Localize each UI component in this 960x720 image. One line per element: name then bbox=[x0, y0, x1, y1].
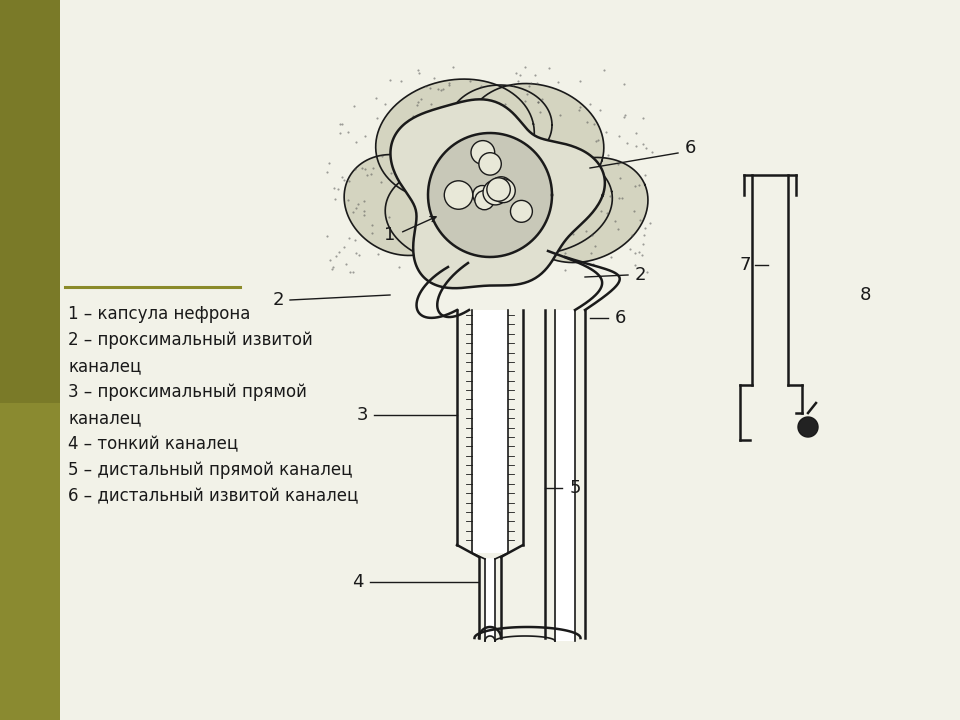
Circle shape bbox=[798, 417, 818, 437]
Bar bbox=[0, 0, 60, 403]
Text: 6 – дистальный извитой каналец: 6 – дистальный извитой каналец bbox=[68, 487, 358, 505]
Text: 5 – дистальный прямой каналец: 5 – дистальный прямой каналец bbox=[68, 461, 352, 479]
Text: 1 – капсула нефрона: 1 – капсула нефрона bbox=[68, 305, 251, 323]
Text: 2: 2 bbox=[635, 266, 646, 284]
Circle shape bbox=[471, 140, 494, 164]
Text: 7: 7 bbox=[739, 256, 751, 274]
Circle shape bbox=[475, 191, 494, 210]
Text: 2: 2 bbox=[273, 291, 284, 309]
Circle shape bbox=[479, 153, 501, 175]
Polygon shape bbox=[385, 165, 535, 265]
Circle shape bbox=[511, 200, 533, 222]
Polygon shape bbox=[375, 79, 535, 201]
Polygon shape bbox=[467, 84, 604, 197]
Bar bbox=[472, 310, 508, 553]
Polygon shape bbox=[428, 133, 552, 257]
Circle shape bbox=[491, 177, 513, 199]
Circle shape bbox=[487, 178, 511, 201]
Text: 1: 1 bbox=[384, 226, 396, 244]
Text: 8: 8 bbox=[859, 286, 871, 304]
Polygon shape bbox=[485, 559, 495, 641]
Polygon shape bbox=[344, 155, 456, 256]
Text: 4 – тонкий каналец: 4 – тонкий каналец bbox=[68, 435, 238, 453]
Text: 6: 6 bbox=[614, 309, 626, 327]
Text: 2 – проксимальный извитой: 2 – проксимальный извитой bbox=[68, 331, 313, 349]
Polygon shape bbox=[391, 99, 605, 288]
Text: 6: 6 bbox=[684, 139, 696, 157]
Circle shape bbox=[444, 181, 472, 210]
Text: каналец: каналец bbox=[68, 357, 141, 375]
Polygon shape bbox=[448, 85, 552, 165]
Polygon shape bbox=[522, 158, 648, 263]
Circle shape bbox=[483, 180, 508, 205]
Text: 4: 4 bbox=[352, 573, 364, 591]
Bar bbox=[0, 403, 60, 720]
Circle shape bbox=[472, 186, 492, 204]
Polygon shape bbox=[478, 156, 612, 254]
Text: каналец: каналец bbox=[68, 409, 141, 427]
Text: 5: 5 bbox=[569, 479, 581, 497]
Text: 3: 3 bbox=[356, 406, 368, 424]
Text: 3 – проксимальный прямой: 3 – проксимальный прямой bbox=[68, 383, 307, 401]
Bar bbox=[556, 310, 574, 641]
Circle shape bbox=[492, 179, 516, 202]
